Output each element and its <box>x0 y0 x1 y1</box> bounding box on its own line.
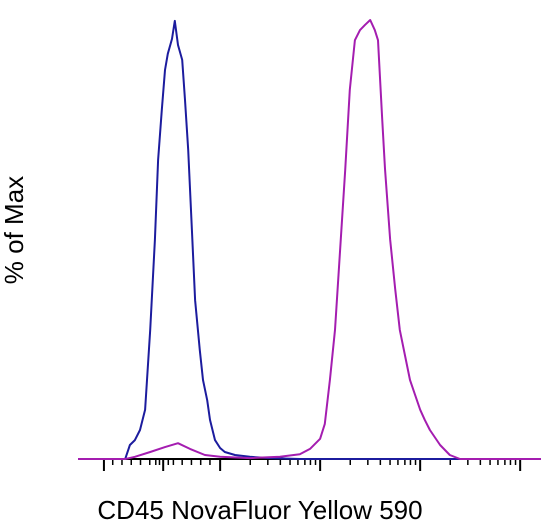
x-axis-label: CD45 NovaFluor Yellow 590 <box>97 495 422 525</box>
histogram-line <box>78 19 541 460</box>
y-axis-label: % of Max <box>0 176 29 284</box>
histogram-line <box>78 19 541 460</box>
